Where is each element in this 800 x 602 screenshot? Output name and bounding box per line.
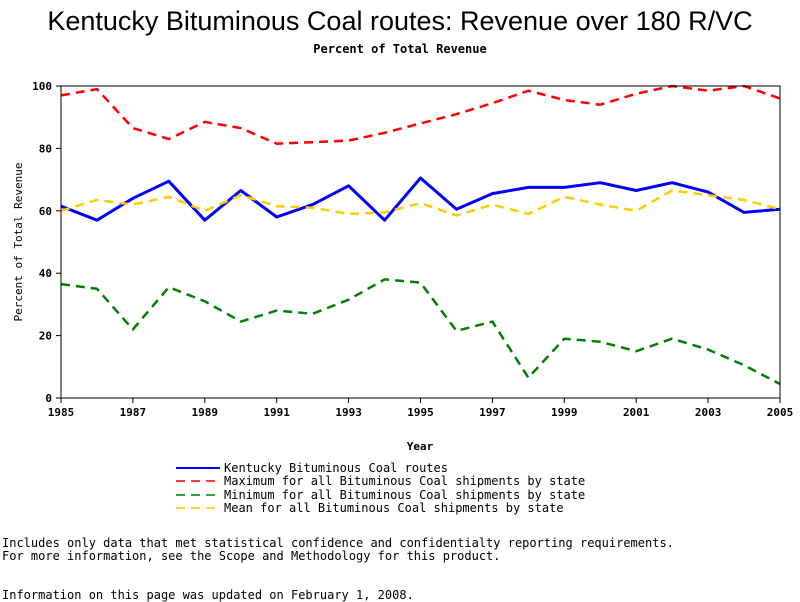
x-axis-label: Year [407, 440, 434, 453]
x-tick-label: 1997 [479, 406, 506, 419]
y-tick-label: 80 [39, 142, 52, 155]
series-line-maximum-for-all-bituminous-coal-shipments-by-state [60, 84, 781, 145]
note-confidence: Includes only data that met statistical … [2, 536, 674, 550]
x-tick-label: 2005 [767, 406, 794, 419]
x-tick-label: 1995 [407, 406, 434, 419]
note-methodology: For more information, see the Scope and … [2, 549, 501, 563]
x-tick-label: 1985 [48, 406, 75, 419]
x-tick-label: 1999 [551, 406, 578, 419]
legend-swatch [176, 494, 220, 496]
y-tick-label: 20 [39, 330, 52, 343]
y-tick-label: 100 [32, 80, 52, 93]
legend-entry: Maximum for all Bituminous Coal shipment… [176, 474, 586, 489]
legend-entry: Kentucky Bituminous Coal routes [176, 461, 585, 475]
x-tick-label: 2003 [695, 406, 722, 419]
x-tick-label: 1993 [335, 406, 362, 419]
chart-subtitle: Percent of Total Revenue [313, 42, 487, 56]
x-tick-label: 1987 [120, 406, 147, 419]
series-line-kentucky-bituminous-coal-routes [60, 176, 781, 222]
line-chart: 1985 1987 1989 1991 1993 1995 1997 1999 2001 2003… [12, 80, 794, 453]
y-axis-label: Percent of Total Revenue [12, 163, 25, 322]
legend-label: Kentucky Bituminous Coal routes [224, 460, 448, 475]
legend-entry: Mean for all Bituminous Coal shipments b… [176, 501, 585, 516]
note-updated: Information on this page was updated on … [2, 588, 414, 602]
y-tick-label: 40 [39, 267, 52, 280]
y-tick-label: 60 [39, 205, 52, 218]
series-line-mean-for-all-bituminous-coal-shipments-by-state [60, 189, 781, 217]
legend-swatch [176, 466, 220, 469]
legend-label: Maximum for all Bituminous Coal shipment… [224, 474, 586, 489]
chart-title: Kentucky Bituminous Coal routes: Revenue… [47, 6, 753, 36]
legend-swatch [176, 507, 220, 509]
series-line-minimum-for-all-bituminous-coal-shipments-by-state [60, 278, 781, 386]
legend-entry: Minimum for all Bituminous Coal shipment… [176, 488, 585, 502]
x-tick-label: 1989 [192, 406, 219, 419]
y-tick-label: 0 [45, 392, 52, 405]
x-tick-label: 1991 [263, 406, 290, 419]
x-tick-label: 2001 [623, 406, 650, 419]
legend-swatch [176, 480, 220, 482]
plot-frame [60, 85, 781, 399]
legend: Kentucky Bituminous Coal routes Maximum f… [176, 461, 585, 515]
legend-label: Minimum for all Bituminous Coal shipment… [224, 487, 586, 502]
legend-label: Mean for all Bituminous Coal shipments b… [224, 501, 564, 516]
